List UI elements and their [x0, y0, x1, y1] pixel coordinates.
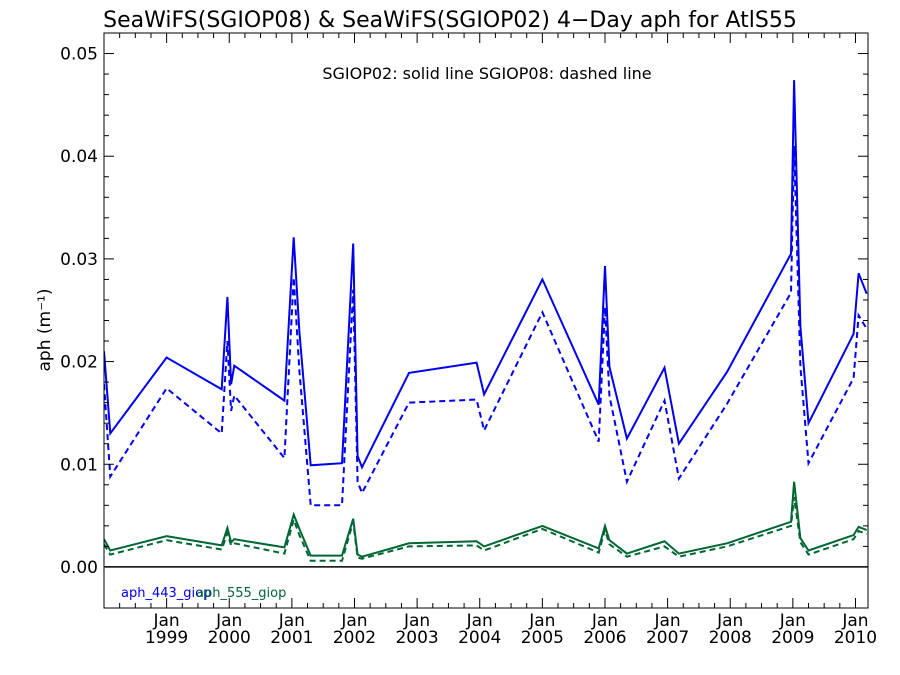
x-tick-month-label: Jan: [779, 611, 806, 631]
x-tick-year-label: 2009: [771, 628, 814, 648]
x-tick-year-label: 2003: [395, 628, 438, 648]
x-tick-month-label: Jan: [466, 611, 493, 631]
x-tick-month-label: Jan: [403, 611, 430, 631]
axes: 0.000.010.020.030.040.05Jan1999Jan2000Ja…: [60, 32, 877, 648]
x-tick-year-label: 2006: [583, 628, 626, 648]
x-tick-year-label: 2002: [333, 628, 376, 648]
line-style-note: SGIOP02: solid line SGIOP08: dashed line: [322, 64, 651, 83]
x-tick-year-label: 2007: [646, 628, 689, 648]
x-tick-month-label: Jan: [653, 611, 680, 631]
x-tick-year-label: 2010: [834, 628, 877, 648]
x-tick-year-label: 2001: [270, 628, 313, 648]
y-tick-label: 0.04: [60, 147, 98, 167]
x-tick-month-label: Jan: [528, 611, 555, 631]
series-lines: [104, 80, 868, 562]
legend-label-aph_443_giop: aph_443_giop: [121, 586, 211, 601]
x-tick-year-label: 2000: [208, 628, 251, 648]
x-tick-month-label: Jan: [278, 611, 305, 631]
y-tick-label: 0.03: [60, 250, 98, 270]
chart-title: SeaWiFS(SGIOP08) & SeaWiFS(SGIOP02) 4−Da…: [103, 8, 797, 33]
y-axis-label: aph (m⁻¹): [35, 289, 55, 372]
legend-label-aph_555_giop: aph_555_giop: [196, 586, 286, 601]
y-tick-label: 0.01: [60, 455, 98, 475]
series-line-aph_555_giop-solid: [104, 481, 868, 558]
x-tick-month-label: Jan: [340, 611, 367, 631]
series-line-aph_555_giop-dashed: [104, 496, 868, 562]
plot-frame: [103, 32, 869, 609]
x-tick-month-label: Jan: [841, 611, 868, 631]
y-tick-label: 0.02: [60, 353, 98, 373]
y-tick-label: 0.05: [60, 45, 98, 65]
x-tick-year-label: 1999: [145, 628, 188, 648]
x-tick-year-label: 2005: [521, 628, 564, 648]
x-tick-month-label: Jan: [153, 611, 180, 631]
x-tick-year-label: 2004: [458, 628, 501, 648]
x-tick-month-label: Jan: [215, 611, 242, 631]
y-tick-label: 0.00: [60, 558, 98, 578]
x-tick-month-label: Jan: [716, 611, 743, 631]
x-tick-year-label: 2008: [709, 628, 752, 648]
series-line-aph_443_giop-solid: [104, 80, 868, 470]
x-tick-month-label: Jan: [591, 611, 618, 631]
